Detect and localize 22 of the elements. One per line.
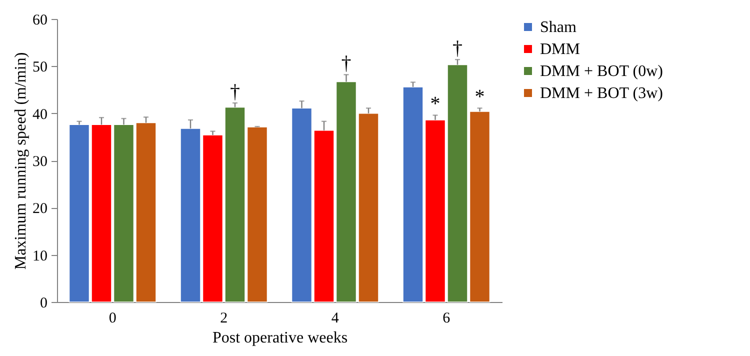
y-axis-title: Maximum running speed (m/min) <box>12 52 30 270</box>
annotation: * <box>430 93 440 116</box>
y-tick-label: 60 <box>32 12 48 28</box>
y-tick-label: 40 <box>32 106 48 123</box>
y-tick-label: 0 <box>40 296 48 312</box>
annotation: † <box>452 38 462 60</box>
legend-label: DMM <box>540 41 580 58</box>
y-tick-label: 50 <box>32 60 48 76</box>
legend-label: Sham <box>540 19 577 36</box>
y-tick-label: 20 <box>32 201 48 218</box>
legend-label: DMM + BOT (0w) <box>540 63 663 80</box>
annotation: † <box>230 80 240 103</box>
x-tick-label: 4 <box>331 310 340 326</box>
y-tick-label: 30 <box>32 154 48 170</box>
annotation: * <box>474 86 485 108</box>
x-axis-title: Post operative weeks <box>212 330 348 346</box>
legend-label: DMM + BOT (3w) <box>540 85 663 102</box>
annotation: † <box>341 52 352 75</box>
x-tick-label: 0 <box>108 310 116 326</box>
x-tick-label: 6 <box>442 310 451 326</box>
y-tick-label: 10 <box>32 248 48 264</box>
x-tick-label: 2 <box>220 310 228 326</box>
